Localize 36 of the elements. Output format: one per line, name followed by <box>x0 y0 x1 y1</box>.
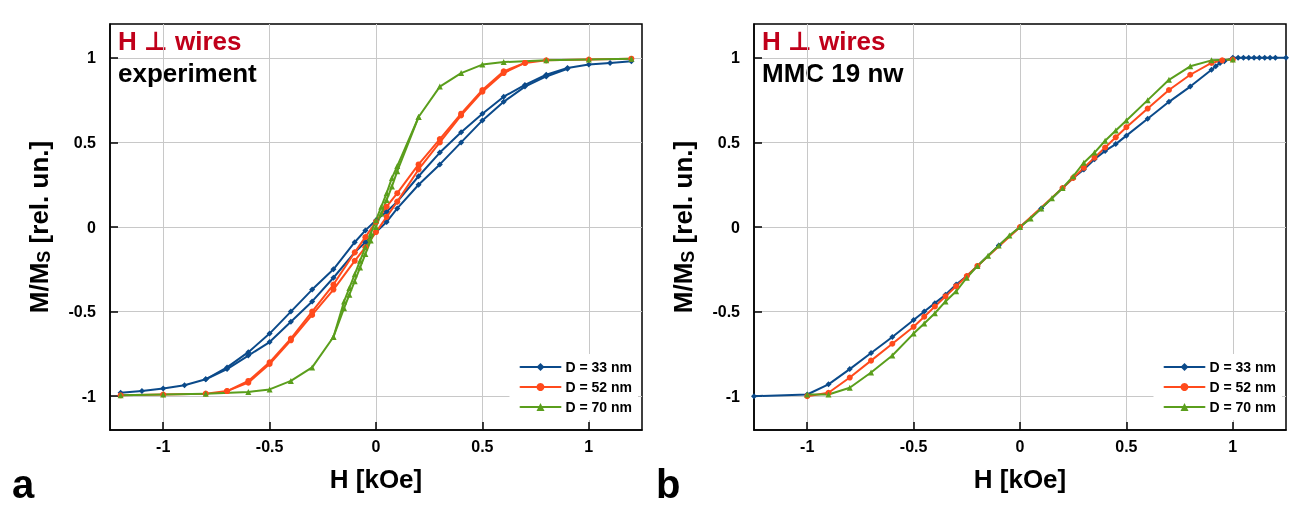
x-tick-label: -1 <box>156 437 171 455</box>
x-axis-title: H [kOe] <box>329 464 423 494</box>
legend-label: D = 70 nm <box>1209 399 1276 415</box>
y-tick-label: -0.5 <box>712 303 741 321</box>
x-tick-label: 1 <box>584 437 594 455</box>
x-tick-label: -1 <box>800 437 815 455</box>
y-axis-title: M/MS [rel. un.] <box>668 140 698 314</box>
legend-label: D = 70 nm <box>565 399 632 415</box>
chart-title: H ⊥ wires <box>762 26 886 56</box>
x-tick-label: 0 <box>371 437 381 455</box>
y-axis-title: M/MS [rel. un.] <box>24 140 54 314</box>
legend-label: D = 52 nm <box>565 379 632 395</box>
text: a <box>12 462 35 506</box>
x-tick-label: -0.5 <box>255 437 284 455</box>
y-tick-label: 1 <box>731 49 741 67</box>
y-tick-label: -1 <box>81 387 97 405</box>
x-tick-label: -0.5 <box>899 437 928 455</box>
y-tick-label: 0 <box>731 218 741 236</box>
text: experiment <box>118 58 258 88</box>
text: b <box>656 462 681 506</box>
y-tick-label: -0.5 <box>68 303 97 321</box>
x-tick-label: 1 <box>1228 437 1238 455</box>
legend-label: D = 33 nm <box>1209 359 1276 375</box>
x-tick-label: 0.5 <box>1115 437 1138 455</box>
legend-label: D = 52 nm <box>1209 379 1276 395</box>
y-tick-label: 1 <box>87 49 97 67</box>
legend-label: D = 33 nm <box>565 359 632 375</box>
text: MMC 19 nw <box>762 58 905 88</box>
x-tick-label: 0 <box>1015 437 1025 455</box>
y-tick-label: 0.5 <box>73 133 97 151</box>
chart-title: H ⊥ wires <box>118 26 242 56</box>
y-tick-label: 0.5 <box>717 133 741 151</box>
x-tick-label: 0.5 <box>471 437 494 455</box>
y-tick-label: 0 <box>87 218 97 236</box>
y-tick-label: -1 <box>725 387 741 405</box>
x-axis-title: H [kOe] <box>973 464 1067 494</box>
